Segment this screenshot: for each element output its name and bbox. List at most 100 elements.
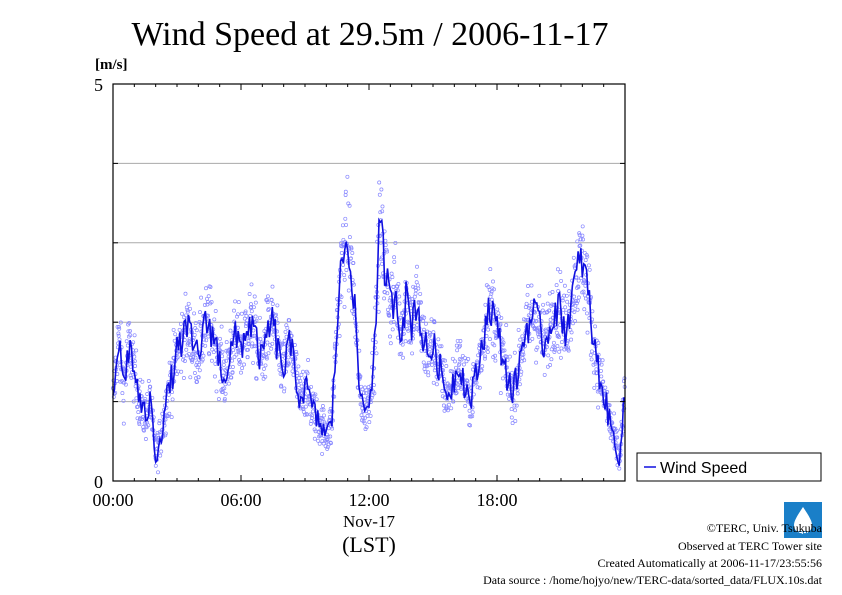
credit-copyright: ©TERC, Univ. Tsukuba (707, 521, 823, 535)
data-point (156, 470, 160, 475)
data-point (421, 319, 426, 324)
data-point (126, 329, 131, 334)
data-point (550, 290, 555, 294)
data-point (253, 314, 258, 319)
data-point (239, 311, 244, 316)
data-point (428, 332, 433, 337)
data-point (534, 347, 539, 352)
data-point (431, 330, 436, 335)
data-point (385, 307, 390, 312)
data-point (422, 363, 427, 368)
data-point (313, 392, 318, 397)
data-point (322, 413, 326, 418)
data-point (298, 379, 303, 383)
data-point (121, 398, 126, 403)
data-point (163, 431, 168, 436)
data-point (342, 273, 347, 278)
data-point (486, 327, 491, 332)
data-point (128, 328, 132, 333)
data-point (510, 370, 515, 375)
data-point (364, 388, 369, 393)
data-point (339, 251, 344, 255)
data-point (379, 257, 384, 262)
data-point (544, 329, 549, 333)
data-point (537, 293, 542, 298)
data-point (577, 244, 582, 249)
data-point (548, 322, 553, 327)
data-point (430, 362, 435, 367)
data-point (216, 397, 221, 402)
data-point (483, 354, 488, 359)
data-point (132, 354, 137, 359)
data-point (576, 278, 581, 283)
data-point (314, 397, 319, 402)
data-point (565, 299, 570, 304)
data-point (513, 419, 518, 423)
data-point (326, 434, 331, 439)
data-point (444, 404, 449, 409)
data-point (498, 322, 503, 327)
data-point (488, 337, 492, 342)
data-point (529, 283, 534, 288)
data-point (374, 351, 379, 356)
data-point (475, 385, 480, 390)
data-point (191, 349, 196, 354)
data-point (485, 346, 490, 351)
data-point (146, 379, 151, 383)
data-point (232, 354, 237, 359)
data-point (184, 305, 189, 310)
data-point (559, 340, 564, 345)
data-point (263, 374, 268, 379)
water-drop-icon (794, 507, 812, 534)
data-point (414, 273, 419, 278)
data-point (202, 337, 207, 342)
data-point (377, 180, 382, 185)
data-point (157, 421, 162, 426)
data-point (458, 343, 463, 348)
data-point (493, 358, 498, 363)
data-point (595, 382, 600, 387)
data-point (600, 358, 605, 363)
data-point (383, 238, 388, 243)
data-point (581, 237, 585, 242)
data-point (415, 283, 420, 288)
data-point (588, 353, 593, 358)
data-point (589, 357, 594, 362)
data-point (146, 423, 151, 428)
data-point (449, 406, 454, 411)
data-point (526, 284, 530, 288)
credit-observed: Observed at TERC Tower site (678, 539, 822, 553)
data-point (520, 334, 525, 339)
data-point (320, 417, 325, 421)
data-point (483, 302, 488, 307)
data-point (181, 376, 186, 380)
data-point (582, 250, 587, 255)
data-point (290, 369, 295, 374)
data-point (179, 369, 184, 374)
data-point (534, 318, 539, 323)
data-point (380, 209, 385, 214)
data-point (447, 383, 452, 388)
data-point (321, 407, 326, 412)
data-point (325, 446, 330, 451)
data-point (337, 334, 342, 338)
data-point (541, 302, 546, 307)
data-point (230, 370, 235, 375)
data-point (341, 262, 346, 267)
data-point (124, 339, 129, 344)
data-point (155, 432, 160, 437)
data-point (421, 360, 426, 365)
data-point (246, 347, 250, 352)
data-point (549, 357, 554, 362)
data-point (192, 311, 197, 316)
data-point (426, 360, 431, 365)
data-point (564, 310, 568, 315)
axis-ticks (112, 83, 626, 482)
data-point (222, 398, 227, 403)
data-point (451, 399, 456, 404)
data-point (298, 389, 302, 393)
data-point (501, 340, 506, 345)
gridlines (113, 162, 625, 403)
data-point (578, 237, 583, 242)
data-point (382, 296, 387, 301)
